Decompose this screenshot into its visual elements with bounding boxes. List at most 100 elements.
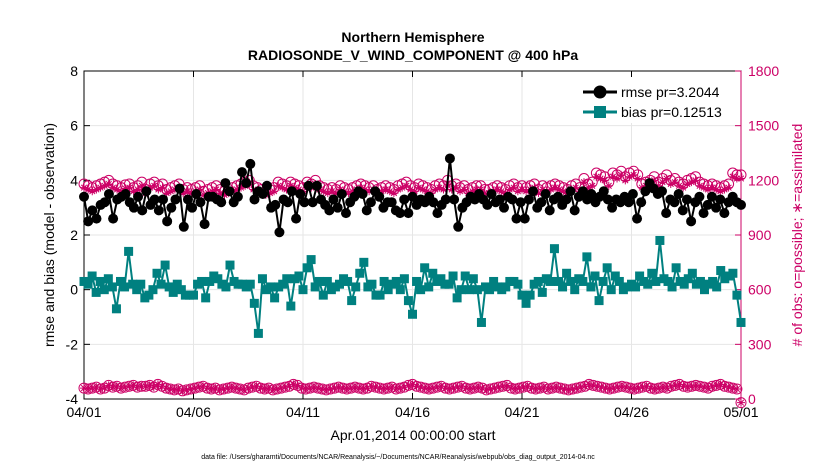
data-point (286, 181, 295, 190)
data-point (113, 185, 122, 194)
data-point (623, 197, 634, 208)
data-point (359, 384, 368, 393)
data-point (522, 187, 531, 196)
data-point (240, 385, 249, 394)
y-right-tick-label: 300 (748, 336, 772, 352)
data-point (392, 384, 401, 393)
data-point (216, 189, 225, 198)
series-bias (79, 235, 746, 338)
x-tick-label: 04/21 (504, 404, 539, 420)
data-point (133, 185, 142, 194)
data-point (203, 384, 212, 393)
data-point (166, 187, 175, 196)
y-right-tick-label: 1200 (748, 172, 779, 188)
data-point (116, 384, 125, 393)
data-point (716, 266, 726, 276)
data-point (172, 279, 182, 289)
data-point (614, 276, 624, 286)
data-point (600, 176, 609, 185)
data-point (675, 181, 684, 190)
data-point (282, 185, 291, 194)
data-point (695, 382, 704, 391)
data-point (635, 271, 645, 281)
data-point (117, 187, 126, 196)
data-point (216, 197, 227, 208)
data-point (519, 383, 528, 392)
data-point (244, 384, 253, 393)
data-point (428, 268, 438, 278)
data-point (270, 187, 279, 196)
data-point (441, 384, 450, 393)
data-point (295, 189, 306, 199)
data-point (374, 191, 385, 202)
data-point (640, 186, 651, 197)
series-obs-5 (80, 380, 745, 407)
data-point (307, 197, 318, 208)
data-point (513, 187, 522, 196)
data-point (293, 381, 302, 390)
y-right-tick-label: 1800 (748, 63, 779, 79)
data-point (160, 260, 170, 270)
data-point (211, 384, 220, 393)
data-point (666, 179, 675, 188)
data-point (565, 186, 576, 197)
data-point (445, 384, 454, 393)
data-point (561, 194, 572, 205)
series-rmse (79, 153, 746, 238)
data-point (533, 276, 543, 286)
data-point (168, 287, 178, 297)
data-point (523, 194, 534, 205)
data-point (108, 383, 117, 392)
data-point (371, 383, 380, 392)
data-point (449, 384, 458, 393)
x-tick-label: 04/01 (66, 404, 101, 420)
data-point (291, 213, 302, 224)
data-point (480, 189, 489, 198)
data-point (625, 172, 634, 181)
data-point (708, 382, 717, 391)
data-point (170, 385, 179, 394)
data-point (570, 285, 580, 295)
data-point (554, 276, 563, 286)
data-point (590, 271, 600, 281)
data-point (103, 274, 113, 284)
data-point (720, 185, 729, 194)
data-point (728, 268, 738, 278)
data-point (712, 185, 721, 194)
data-point (605, 384, 614, 393)
data-point (584, 183, 593, 192)
data-point (241, 178, 252, 189)
data-point (593, 382, 602, 391)
data-point (387, 383, 396, 392)
data-point (398, 183, 407, 192)
data-point (365, 197, 376, 208)
data-point (564, 385, 573, 394)
data-point (562, 268, 572, 278)
data-point (699, 183, 708, 192)
data-point (468, 274, 478, 284)
data-point (420, 384, 429, 393)
data-point (264, 384, 273, 393)
data-point (301, 384, 310, 393)
data-point (245, 158, 256, 169)
data-point (433, 383, 442, 392)
data-point (367, 382, 376, 391)
data-point (431, 185, 440, 194)
data-point (632, 213, 643, 224)
data-point (517, 290, 527, 300)
data-point (521, 298, 531, 308)
data-point (237, 183, 246, 192)
data-point (667, 282, 677, 292)
data-point (408, 309, 417, 319)
data-point (594, 296, 604, 306)
data-point (588, 181, 597, 190)
data-point (389, 189, 398, 198)
data-point (249, 194, 260, 205)
data-point (608, 172, 617, 181)
data-point (395, 208, 406, 219)
data-point (327, 187, 336, 196)
data-point (347, 296, 357, 306)
data-point (432, 208, 443, 219)
data-point (560, 384, 569, 393)
x-axis-label: Apr.01,2014 00:00:00 start (330, 427, 495, 443)
